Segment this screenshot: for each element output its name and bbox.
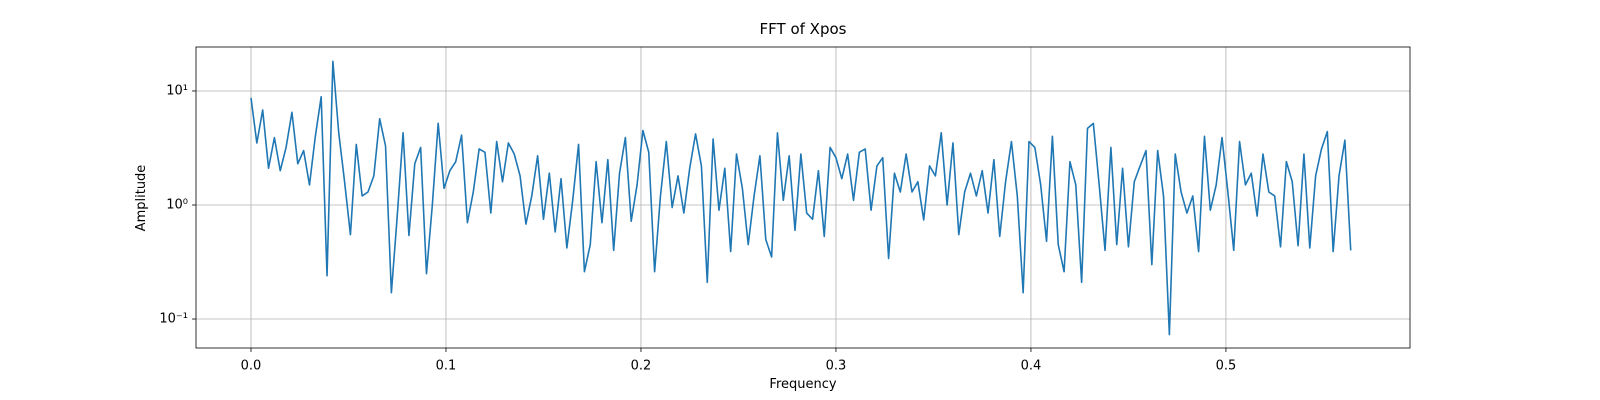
x-tick-label: 0.5 (1216, 359, 1237, 374)
x-tick-label: 0.0 (241, 359, 262, 374)
y-tick-label: 10¹ (166, 83, 188, 98)
x-tick-label: 0.3 (826, 359, 847, 374)
y-tick-label: 10⁻¹ (159, 312, 188, 327)
y-axis-label: Amplitude (134, 165, 149, 232)
y-tick-label: 10⁰ (166, 197, 188, 212)
x-tick-label: 0.2 (631, 359, 652, 374)
chart-title: FFT of Xpos (760, 20, 847, 38)
x-axis-label: Frequency (769, 377, 836, 392)
data-line (250, 60, 1352, 336)
x-tick-label: 0.4 (1021, 359, 1042, 374)
x-tick-label: 0.1 (436, 359, 457, 374)
plot-frame (195, 46, 1411, 349)
